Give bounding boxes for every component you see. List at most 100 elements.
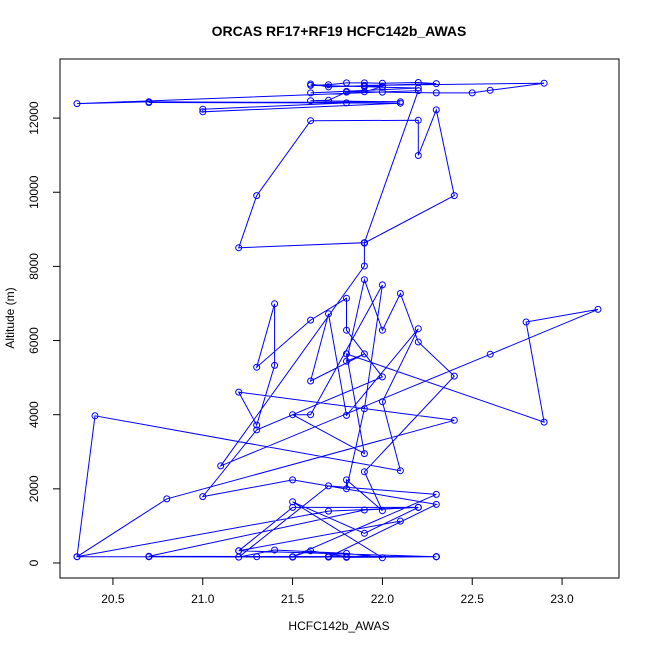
- data-point: [217, 462, 225, 470]
- data-point: [522, 318, 530, 326]
- data-point: [343, 485, 350, 493]
- data-point: [307, 97, 315, 105]
- data-point: [325, 83, 332, 91]
- data-point: [414, 79, 422, 86]
- data-point: [325, 507, 332, 515]
- data-point: [360, 468, 368, 476]
- data-point: [378, 373, 386, 381]
- data-point: [271, 361, 279, 369]
- data-point: [414, 116, 422, 124]
- y-axis-label: Altitude (m): [3, 287, 17, 348]
- data-point: [414, 325, 422, 333]
- data-point: [253, 192, 261, 200]
- x-tick-label: 21.5: [281, 592, 305, 606]
- data-point: [253, 363, 261, 371]
- data-point: [343, 99, 350, 107]
- data-point: [307, 547, 315, 555]
- data-point: [396, 98, 404, 106]
- data-point: [360, 506, 368, 514]
- data-point: [360, 276, 368, 284]
- data-point: [378, 83, 386, 91]
- data-point: [432, 553, 440, 561]
- data-point: [253, 426, 261, 434]
- data-point: [432, 106, 440, 114]
- chart-title: ORCAS RF17+RF19 HCFC142b_AWAS: [212, 23, 467, 39]
- data-point: [432, 89, 440, 97]
- x-tick-label: 23.0: [550, 592, 574, 606]
- x-axis-label: HCFC142b_AWAS: [288, 619, 389, 633]
- data-point: [289, 411, 297, 419]
- data-point: [73, 100, 81, 108]
- x-tick-label: 20.5: [101, 592, 125, 606]
- data-point: [289, 553, 297, 561]
- data-point: [325, 310, 332, 318]
- data-point: [271, 300, 279, 308]
- data-point: [450, 192, 458, 200]
- data-point: [325, 553, 332, 561]
- data-point: [307, 80, 315, 88]
- y-tick-label: 2000: [27, 475, 41, 502]
- data-point: [343, 357, 350, 365]
- data-point: [325, 482, 332, 490]
- y-axis: 0 2000 4000 6000 8000 10000 12000: [27, 101, 61, 566]
- data-point: [343, 476, 350, 484]
- data-point: [360, 405, 368, 413]
- data-point: [343, 553, 350, 561]
- data-point: [378, 398, 386, 406]
- data-point: [289, 498, 297, 506]
- data-point: [594, 305, 602, 313]
- series-line: [76, 81, 599, 559]
- data-point: [343, 326, 350, 334]
- data-point: [540, 79, 548, 87]
- data-point: [414, 87, 422, 95]
- data-point: [378, 281, 386, 289]
- data-point: [343, 294, 350, 302]
- data-point: [307, 316, 315, 324]
- data-point: [325, 81, 332, 89]
- data-point: [343, 79, 350, 87]
- data-point: [343, 87, 350, 95]
- data-point: [414, 338, 422, 346]
- data-point: [307, 89, 315, 97]
- data-point: [360, 83, 368, 91]
- data-point: [540, 418, 548, 426]
- data-point: [468, 89, 476, 97]
- data-point: [432, 80, 440, 88]
- data-point: [432, 490, 440, 498]
- data-point: [271, 546, 279, 554]
- data-point: [199, 108, 207, 116]
- data-point: [360, 529, 368, 537]
- x-tick-label: 22.0: [371, 592, 395, 606]
- data-point: [343, 350, 350, 358]
- data-point: [163, 495, 171, 503]
- y-tick-label: 12000: [27, 101, 41, 135]
- data-point: [360, 239, 368, 247]
- data-point: [289, 476, 297, 484]
- data-point: [253, 553, 261, 561]
- data-point: [343, 549, 350, 557]
- data-point: [378, 79, 386, 87]
- data-point: [432, 500, 440, 508]
- data-point: [91, 412, 99, 420]
- data-point: [307, 411, 315, 419]
- data-point: [199, 105, 207, 113]
- data-point: [378, 507, 386, 515]
- data-point: [396, 517, 404, 525]
- x-tick-label: 21.0: [191, 592, 215, 606]
- data-point: [360, 350, 368, 358]
- data-point: [307, 377, 315, 385]
- data-point: [378, 88, 386, 96]
- data-point: [414, 503, 422, 511]
- y-tick-label: 6000: [27, 327, 41, 354]
- plot-frame: [59, 58, 620, 579]
- data-point: [325, 96, 332, 104]
- series-layer: [73, 79, 602, 562]
- data-point: [307, 117, 315, 125]
- data-point: [235, 388, 243, 396]
- data-point: [343, 411, 350, 419]
- data-point: [360, 79, 368, 87]
- data-point: [145, 99, 153, 106]
- data-point: [396, 467, 404, 475]
- data-point: [414, 152, 422, 159]
